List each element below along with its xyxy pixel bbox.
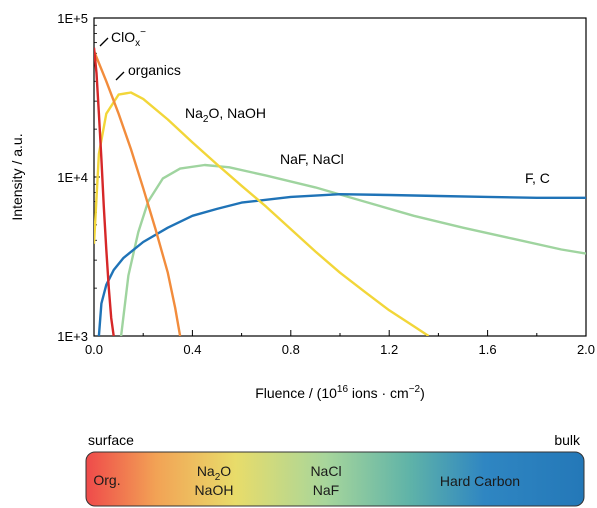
x-tick-label: 1.6 [479,342,497,357]
depth-gradient-bar [85,451,585,507]
y-axis-label: Intensity / a.u. [9,133,25,220]
depth-bar-surface-label: surface [88,432,134,448]
annotation-clox: ClOx− [111,27,146,49]
series-line-organics [94,50,182,336]
segment-naf: NaF [313,482,339,498]
depth-bar-bulk-label: bulk [554,432,581,448]
x-tick-label: 0.8 [282,342,300,357]
segment-na2o: Na2O [197,463,231,483]
series-line-clox [94,47,115,336]
x-tick-label: 2.0 [577,342,595,357]
x-axis-label: Fluence / (1016 ions · cm−2) [255,384,425,401]
annotation-f-c: F, C [525,170,550,186]
annotation-na2o-naoh: Na2O, NaOH [185,105,266,125]
series-lines [94,47,586,336]
y-tick-label: 1E+5 [57,11,88,26]
y-tick-label: 1E+4 [57,170,88,185]
series-line-naf-nacl [119,163,586,336]
annotation-naf-nacl: NaF, NaCl [280,151,344,167]
segment-nacl: NaCl [310,463,341,479]
depth-bar: surface bulk Org. Na2O NaOH NaCl NaF Har… [85,432,585,507]
annotations: ClOx− organics Na2O, NaOH NaF, NaCl F, C [99,27,550,186]
series-line-na2o-naoh [94,91,430,336]
x-tick-label: 1.2 [380,342,398,357]
series-line-f-c [97,192,586,336]
annotation-organics: organics [128,62,181,78]
y-tick-label: 1E+3 [57,329,88,344]
segment-hard-carbon: Hard Carbon [440,473,520,489]
x-tick-label: 0.0 [85,342,103,357]
segment-naoh: NaOH [195,482,234,498]
x-tick-label: 0.4 [183,342,201,357]
organics-leader [115,71,125,81]
clox-leader [99,37,109,47]
segment-org: Org. [93,472,120,488]
axis-ticks: 0.0 0.4 0.8 1.2 1.6 2.0 1E+3 1E+4 1E+5 [57,11,595,357]
